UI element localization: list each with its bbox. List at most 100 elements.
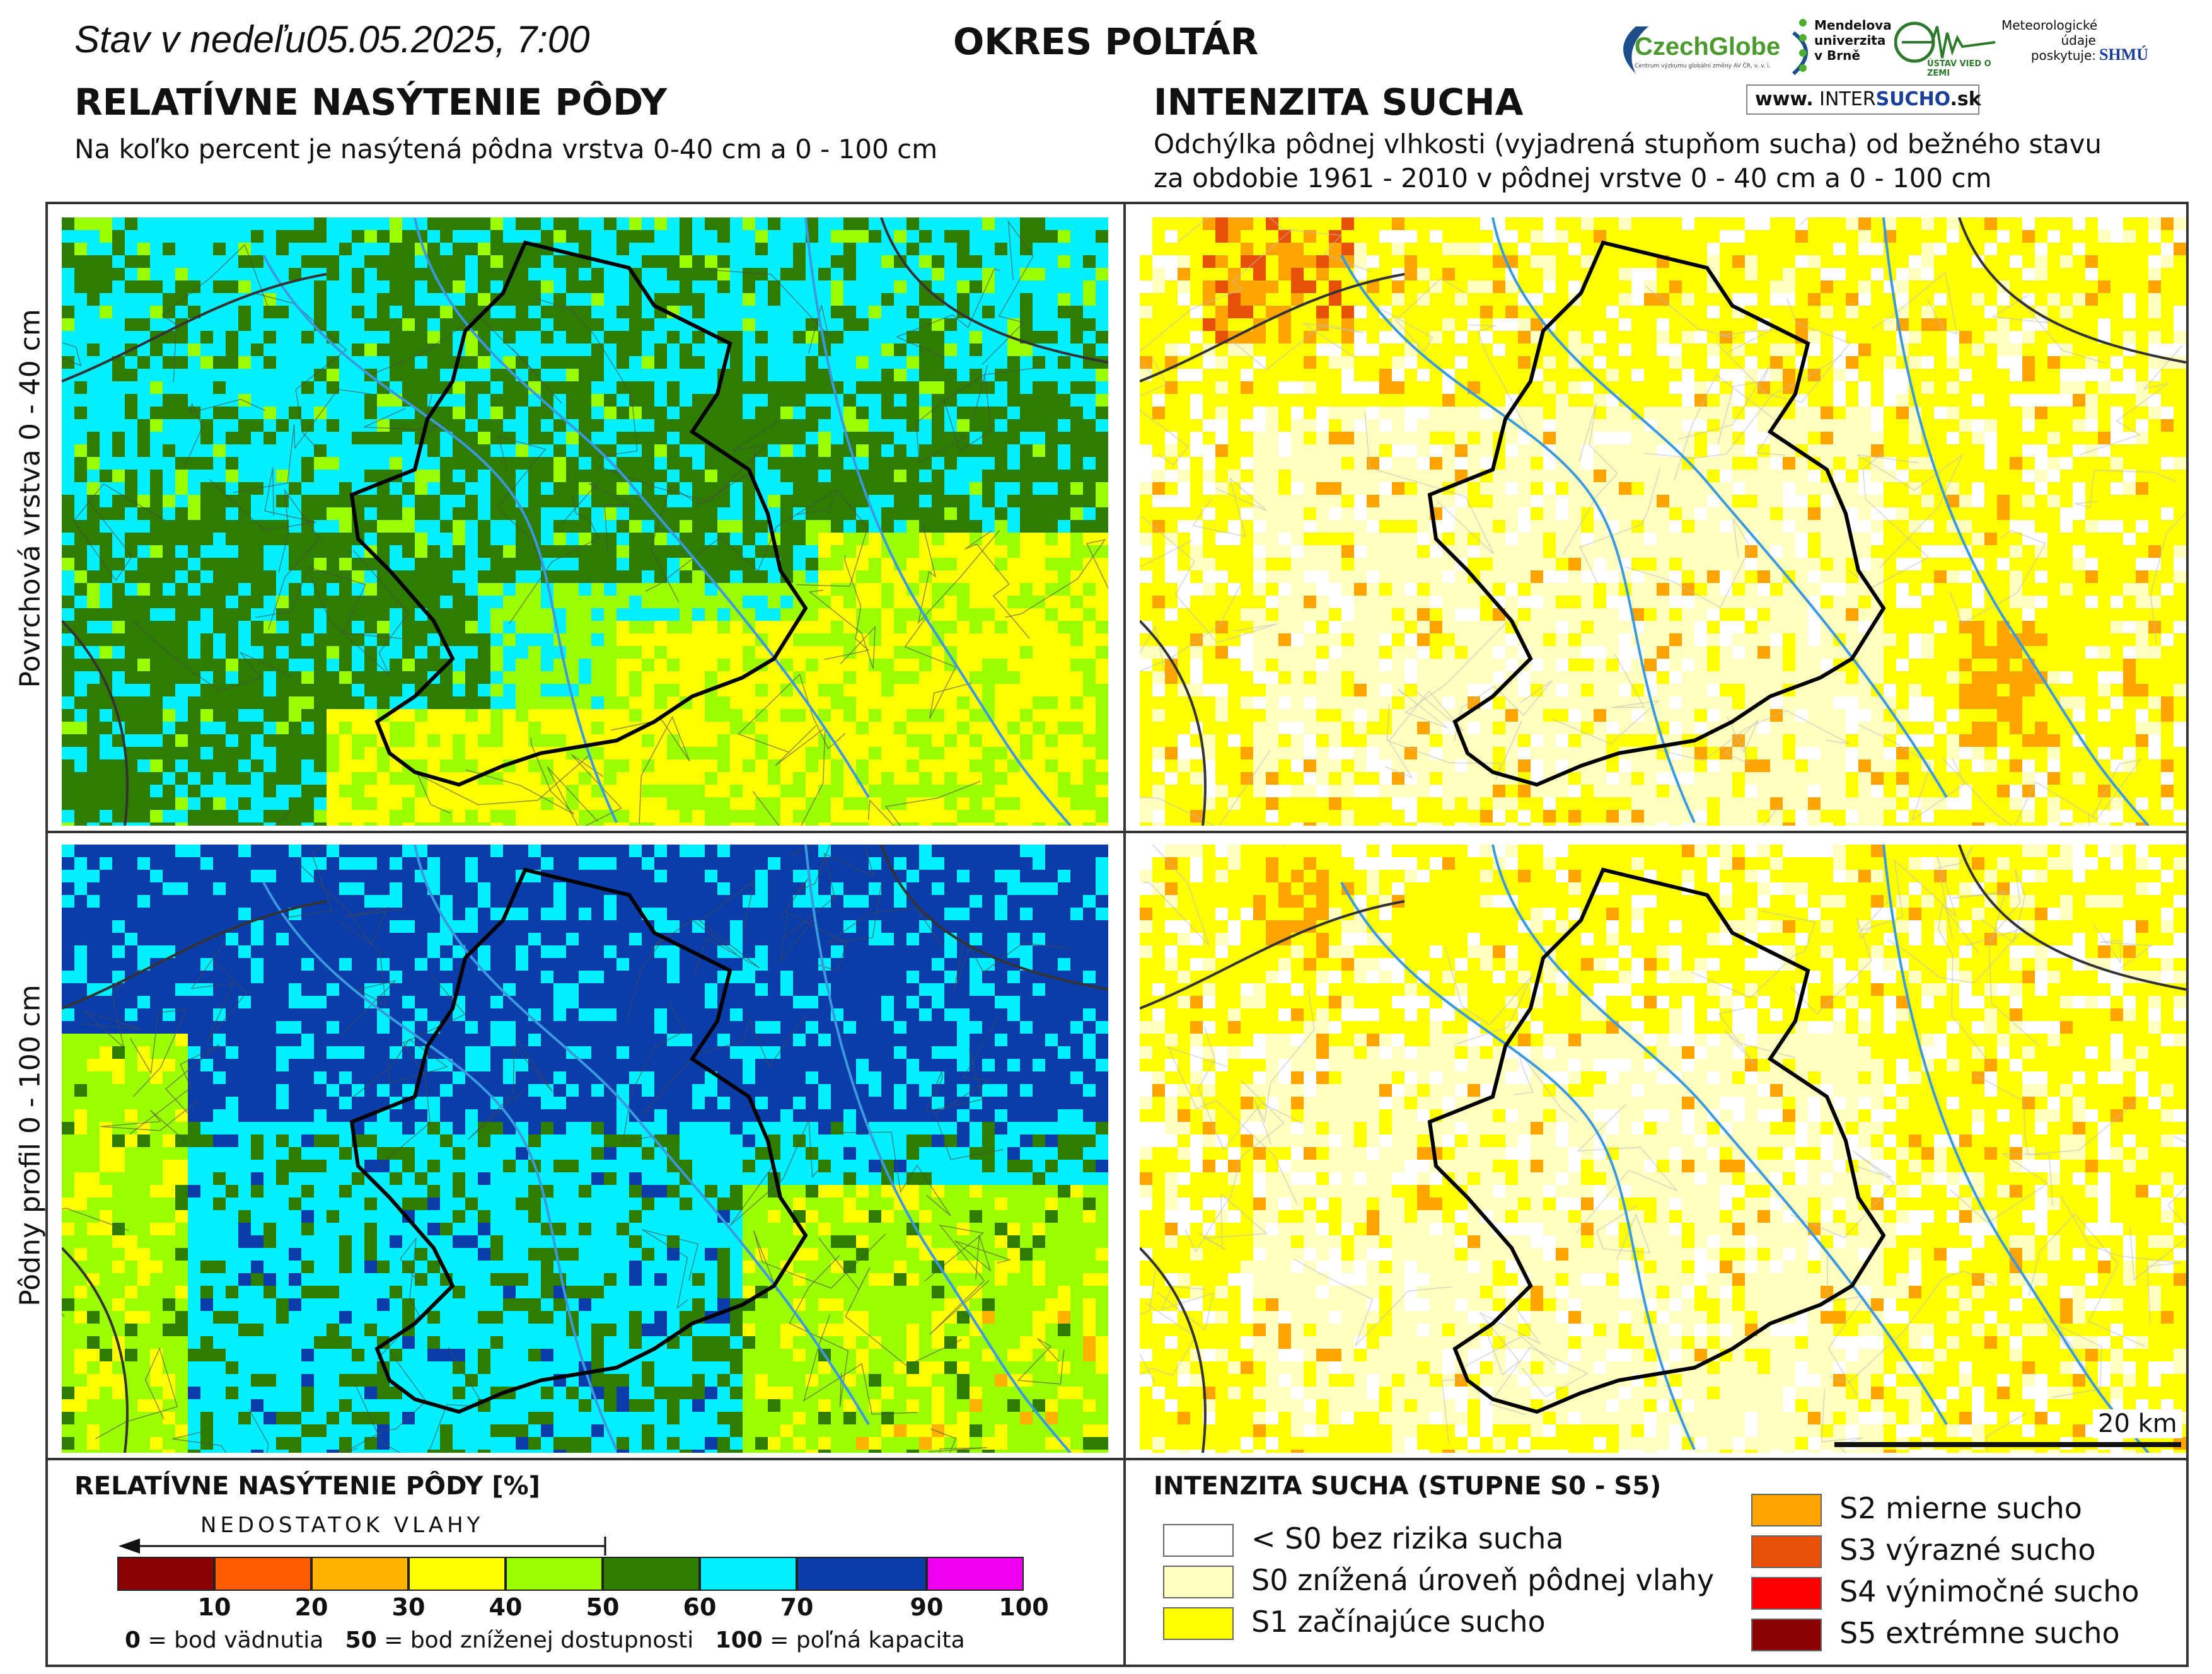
row-label-top: Povrchová vrstva 0 - 40 cm [14, 309, 47, 688]
drought-label-6: S5 extrémne sucho [1839, 1616, 2120, 1650]
right-subtitle-1: Odchýlka pôdnej vlhkosti (vyjadrená stup… [1154, 129, 2102, 159]
saturation-legend-title: RELATÍVNE NASÝTENIE PÔDY [%] [74, 1472, 540, 1501]
ramp-bin-5 [603, 1557, 700, 1591]
czechglobe-sub: Centrum výzkumu globální změny AV ČR, v.… [1635, 63, 1771, 69]
drought-label-1: S0 znížená úroveň pôdnej vlahy [1251, 1563, 1715, 1597]
mendelu-line-2: univerzita [1814, 33, 1886, 48]
shmu-logo: SHMÚ [2099, 45, 2148, 64]
municipal-boundaries [62, 845, 1071, 1453]
drought-label-0: < S0 bez rizika sucha [1251, 1521, 1564, 1556]
drought-label-4: S3 výrazné sucho [1839, 1533, 2096, 1567]
regional-border [1140, 845, 2186, 1453]
district-outline [349, 240, 808, 787]
left-title: RELATÍVNE NASÝTENIE PÔDY [74, 81, 668, 124]
mendelu-line-3: v Brně [1814, 48, 1860, 63]
czechglobe-name: CzechGlobe [1635, 33, 1781, 61]
regional-border [1140, 217, 2186, 826]
intersucho-a: INTER [1819, 88, 1876, 110]
ramp-bin-3 [408, 1557, 506, 1591]
frame-middle-divider [45, 831, 2189, 833]
district-title: OKRES POLTÁR [953, 20, 1259, 63]
main-frame [45, 202, 2189, 1667]
ramp-tick-2: 30 [391, 1593, 426, 1621]
ramp-bin-2 [311, 1557, 408, 1591]
left-subtitle: Na koľko percent je nasýtená pôdna vrstv… [74, 134, 938, 165]
intersucho-prefix: www. [1755, 88, 1814, 110]
note-50-text: = bod zníženej dostupnosti [376, 1627, 694, 1653]
mendelu-text: Mendelova univerzita v Brně [1814, 18, 1892, 63]
note-0-text: = bod vädnutia [141, 1627, 324, 1653]
drought-swatch-3 [1751, 1494, 1822, 1527]
district-outline [1427, 240, 1886, 787]
czechglobe-logo: CzechGlobe Centrum výzkumu globální změn… [1611, 14, 1825, 83]
right-title: INTENZITA SUCHA [1154, 81, 1524, 124]
drought-swatch-1 [1163, 1566, 1234, 1598]
ramp-bin-0 [117, 1557, 214, 1591]
district-outline [1427, 867, 1886, 1414]
saturation-notes: 0 = bod vädnutia 50 = bod zníženej dostu… [125, 1627, 965, 1653]
river-line [1340, 845, 2150, 1453]
stav-label: Stav v nedeľu [74, 18, 306, 61]
map-drought-profile [1140, 845, 2186, 1453]
header-stav: Stav v nedeľu05.05.2025, 7:00 [74, 18, 590, 61]
regional-border [62, 845, 1108, 1453]
map-drought-topsoil [1140, 217, 2186, 826]
mendelu-logo: Mendelova univerzita v Brně [1795, 16, 1892, 86]
drought-label-2: S1 začínajúce sucho [1251, 1605, 1546, 1639]
meteo-line-1: Meteorologické [2001, 18, 2098, 33]
ramp-bin-8 [927, 1557, 1024, 1591]
intersucho-suffix: .sk [1950, 88, 1981, 110]
ustav-text: ÚSTAV VIED O ZEMI [1927, 59, 1991, 78]
regional-border [62, 217, 1108, 826]
saturation-ramp-ticks: 10 20 30 40 50 60 70 90 100 [117, 1593, 1049, 1622]
drought-swatch-2 [1163, 1607, 1234, 1640]
municipal-boundaries [1140, 217, 2186, 826]
deficit-arrow-icon [119, 1537, 606, 1556]
ramp-tick-7: 90 [910, 1593, 944, 1621]
ramp-bin-7 [797, 1557, 927, 1591]
ramp-tick-6: 70 [780, 1593, 814, 1621]
drought-swatch-0 [1163, 1524, 1234, 1557]
meteo-line-2: údaje [2061, 33, 2097, 48]
saturation-color-ramp [117, 1557, 1026, 1591]
intersucho-b: SUCHO [1875, 88, 1950, 110]
drought-legend-title: INTENZITA SUCHA (STUPNE S0 - S5) [1154, 1472, 1662, 1501]
river-line [262, 845, 1072, 1453]
note-100-num: 100 [715, 1627, 763, 1653]
scale-bar-label: 20 km [2093, 1409, 2182, 1438]
drought-swatch-6 [1751, 1619, 1822, 1651]
map-saturation-topsoil [62, 217, 1108, 826]
meteo-label: Meteorologické údaje poskytuje: [2001, 18, 2098, 63]
seismograph-icon [1894, 21, 1996, 63]
ramp-tick-3: 40 [489, 1593, 523, 1621]
district-outline [349, 867, 808, 1414]
ramp-tick-5: 60 [683, 1593, 717, 1621]
scale-bar [1834, 1442, 2181, 1447]
drought-swatch-4 [1751, 1535, 1822, 1568]
ramp-tick-8: 100 [999, 1593, 1049, 1621]
ramp-bin-4 [506, 1557, 603, 1591]
frame-vertical-divider [1123, 202, 1126, 1667]
ustav-logo: ÚSTAV VIED O ZEMI [1894, 20, 1998, 78]
date-time: 05.05.2025, 7:00 [306, 18, 590, 61]
note-50-num: 50 [345, 1627, 377, 1653]
river-line [1340, 217, 2150, 826]
map-saturation-profile [62, 845, 1108, 1453]
row-label-bottom: Pôdny profil 0 - 100 cm [14, 984, 47, 1307]
river-line [262, 217, 1072, 826]
mendelu-dots-icon [1799, 19, 1807, 72]
ramp-tick-4: 50 [586, 1593, 620, 1621]
mendelu-line-1: Mendelova [1814, 18, 1892, 33]
drought-label-3: S2 mierne sucho [1839, 1491, 2082, 1525]
ramp-tick-1: 20 [294, 1593, 328, 1621]
drought-label-5: S4 výnimočné sucho [1839, 1574, 2140, 1608]
note-100-text: = poľná kapacita [762, 1627, 965, 1653]
intersucho-link[interactable]: www. INTERSUCHO.sk [1746, 84, 1981, 115]
right-subtitle-2: za obdobie 1961 - 2010 v pôdnej vrstve 0… [1154, 163, 1992, 193]
deficit-arrow-label: NEDOSTATOK VLAHY [200, 1513, 484, 1538]
ramp-tick-0: 10 [197, 1593, 231, 1621]
meteo-line-3: poskytuje: [2030, 48, 2096, 63]
ramp-bin-6 [700, 1557, 797, 1591]
municipal-boundaries [1140, 845, 2186, 1453]
frame-legend-divider [45, 1458, 2189, 1460]
